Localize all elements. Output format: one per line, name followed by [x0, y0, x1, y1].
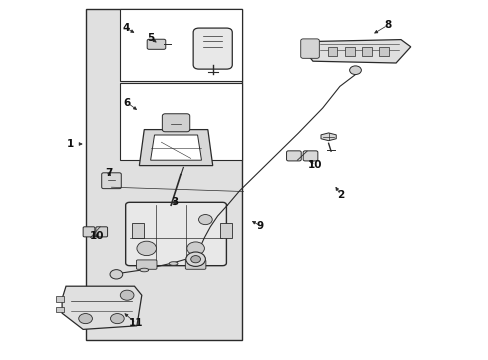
Circle shape — [110, 270, 122, 279]
Text: 10: 10 — [89, 231, 104, 241]
FancyBboxPatch shape — [185, 260, 205, 269]
Circle shape — [349, 66, 361, 75]
Bar — [344, 47, 354, 56]
Polygon shape — [320, 133, 336, 141]
Circle shape — [79, 314, 92, 324]
Circle shape — [190, 256, 200, 263]
FancyBboxPatch shape — [300, 39, 319, 58]
Bar — [120, 83, 242, 160]
Polygon shape — [305, 40, 410, 63]
Text: 2: 2 — [337, 190, 344, 200]
Circle shape — [137, 241, 156, 256]
Circle shape — [198, 215, 212, 225]
Circle shape — [185, 252, 205, 266]
FancyBboxPatch shape — [193, 28, 232, 69]
Text: 11: 11 — [128, 318, 143, 328]
Text: 5: 5 — [147, 33, 154, 43]
Bar — [120, 9, 242, 81]
Bar — [85, 9, 242, 340]
Circle shape — [186, 242, 204, 255]
Bar — [132, 223, 144, 238]
Polygon shape — [62, 286, 142, 329]
Polygon shape — [139, 130, 212, 166]
FancyBboxPatch shape — [147, 39, 165, 49]
Bar — [378, 47, 388, 56]
Bar — [327, 47, 337, 56]
FancyBboxPatch shape — [102, 173, 121, 189]
Ellipse shape — [169, 262, 178, 265]
Ellipse shape — [140, 268, 148, 272]
FancyBboxPatch shape — [125, 202, 226, 266]
Bar — [361, 47, 371, 56]
Text: 10: 10 — [307, 160, 322, 170]
Text: 4: 4 — [122, 23, 130, 33]
Text: 9: 9 — [256, 221, 263, 231]
FancyBboxPatch shape — [303, 151, 317, 161]
Bar — [220, 223, 232, 238]
FancyBboxPatch shape — [286, 151, 301, 161]
Circle shape — [120, 290, 134, 300]
Circle shape — [110, 314, 124, 324]
Text: 3: 3 — [171, 197, 178, 207]
Bar — [56, 307, 63, 312]
FancyBboxPatch shape — [136, 260, 157, 269]
Text: 7: 7 — [104, 168, 112, 178]
Polygon shape — [150, 135, 201, 160]
FancyBboxPatch shape — [96, 227, 107, 237]
Bar — [56, 296, 63, 302]
Text: 8: 8 — [384, 20, 390, 30]
Text: 6: 6 — [123, 98, 130, 108]
FancyBboxPatch shape — [162, 114, 189, 132]
Text: 1: 1 — [67, 139, 74, 149]
FancyBboxPatch shape — [83, 227, 95, 237]
